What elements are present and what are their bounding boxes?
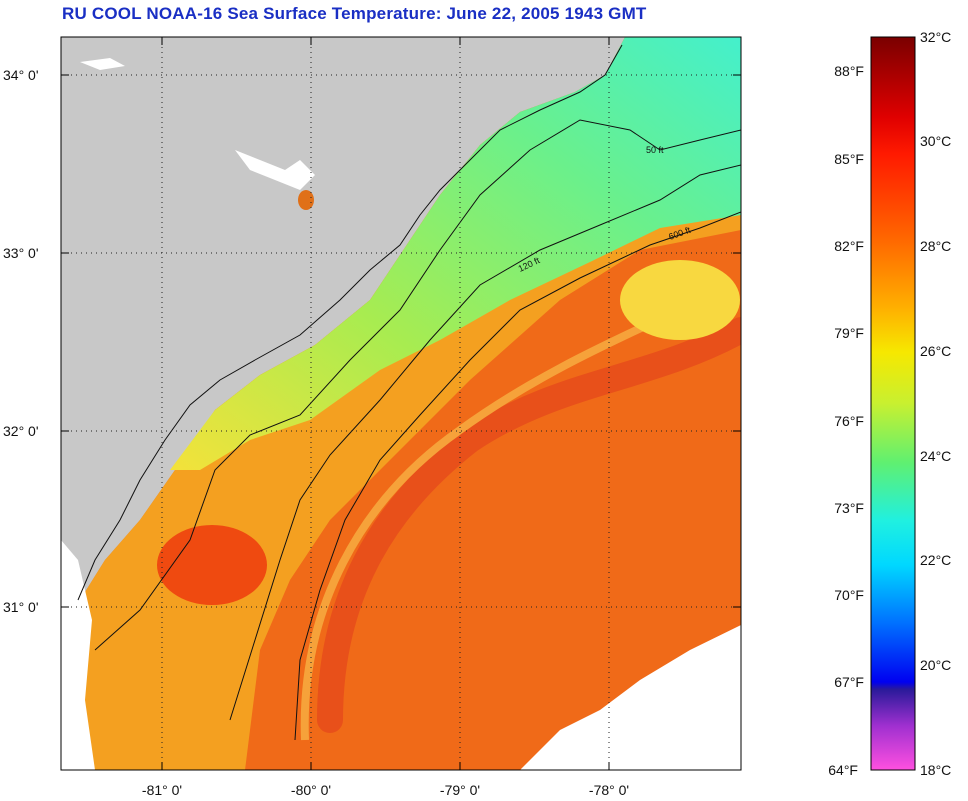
colorbar [870, 36, 916, 771]
colorbar-fahrenheit-67: 67°F [834, 674, 864, 690]
colorbar-celsius-20: 20°C [920, 657, 951, 673]
colorbar-fahrenheit-85: 85°F [834, 151, 864, 167]
colorbar-celsius-32: 32°C [920, 29, 951, 45]
contour-50ft [94, 119, 741, 651]
colorbar-celsius-28: 28°C [920, 238, 951, 254]
nearshore-cloud-strip [61, 540, 95, 770]
colorbar-celsius-18: 18°C [920, 762, 951, 778]
map-panel [61, 37, 741, 770]
lat-label-32: 32° 0' [3, 423, 39, 439]
lon-label-81: -81° 0' [142, 782, 182, 798]
colorbar-fahrenheit-70: 70°F [834, 587, 864, 603]
colorbar-fahrenheit-88: 88°F [834, 63, 864, 79]
lat-label-31: 31° 0' [3, 599, 39, 615]
lon-label-79: -79° 0' [440, 782, 480, 798]
contour-600ft [294, 211, 741, 741]
gulf-stream-core [317, 317, 741, 733]
colorbar-fahrenheit-64: 64°F [828, 762, 858, 778]
colorbar-celsius-24: 24°C [920, 448, 951, 464]
colorbar-fahrenheit-73: 73°F [834, 500, 864, 516]
contour-label-50ft: 50 ft [646, 145, 664, 155]
colorbar-fahrenheit-76: 76°F [834, 413, 864, 429]
colorbar-celsius-30: 30°C [920, 133, 951, 149]
axis-ticks [61, 37, 741, 770]
warm-nearshore-patch [157, 525, 267, 605]
ocean-shelf-water [170, 37, 741, 470]
inland-warm-spot [298, 190, 314, 210]
warm-eddy [620, 260, 740, 340]
map-title: RU COOL NOAA-16 Sea Surface Temperature:… [62, 4, 647, 23]
gulf-stream-warm-band [300, 296, 702, 741]
contour-120ft [229, 164, 741, 721]
colorbar-fahrenheit-79: 79°F [834, 325, 864, 341]
cloud-patch [520, 625, 741, 770]
colorbar-celsius-26: 26°C [920, 343, 951, 359]
lon-label-78: -78° 0' [589, 782, 629, 798]
lat-label-33: 33° 0' [3, 245, 39, 261]
coastline [77, 44, 623, 601]
colorbar-celsius-22: 22°C [920, 552, 951, 568]
inland-cloud-fragments [80, 58, 315, 190]
lat-label-34: 34° 0' [3, 67, 39, 83]
colorbar-fahrenheit-82: 82°F [834, 238, 864, 254]
map-frame [60, 36, 742, 771]
lon-label-80: -80° 0' [291, 782, 331, 798]
